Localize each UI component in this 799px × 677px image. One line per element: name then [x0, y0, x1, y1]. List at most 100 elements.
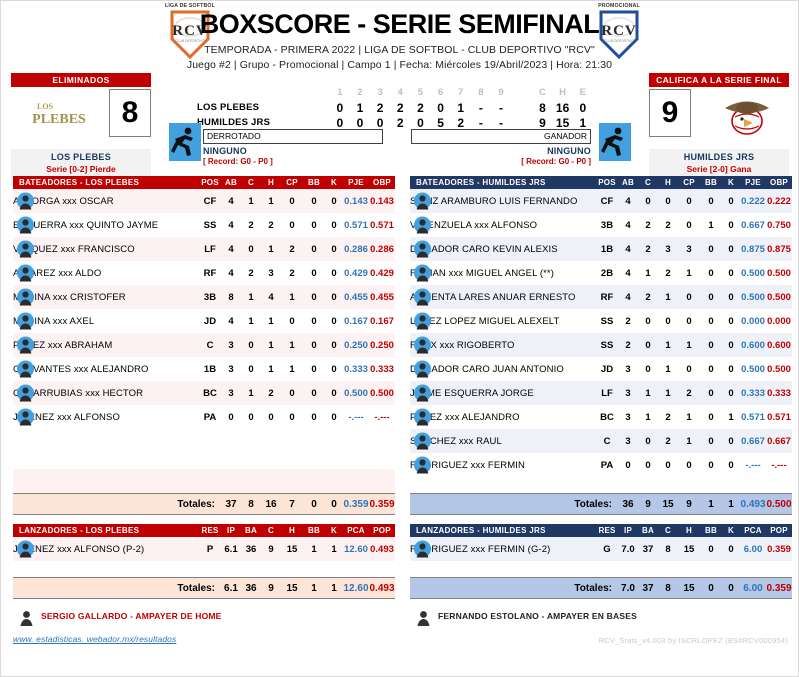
table-row[interactable]: COVARRUBIAS xxx HECTOR BC 3 1 2 0 0 0 0.500 0.500 — [13, 381, 395, 405]
batter-obp: 0.500 — [766, 357, 792, 381]
batter-k: 0 — [325, 405, 343, 429]
batter-bb: 0 — [303, 285, 325, 309]
batter-name: DORADOR CARO KEVIN ALEXIS — [410, 237, 596, 261]
col-ab-r: AB — [618, 176, 638, 189]
batter-pje: 0.500 — [343, 381, 369, 405]
batter-h: 0 — [658, 309, 678, 333]
batter-name: JIMENEZ xxx ALFONSO — [13, 405, 199, 429]
table-row[interactable]: DORADOR CARO JUAN ANTONIO JD 3 0 1 0 0 0 0.500 0.… — [410, 357, 792, 381]
batter-cp: 3 — [678, 237, 700, 261]
home-status-badge: CALIFICA A LA SERIE FINAL — [649, 73, 789, 87]
col-pos-r: POS — [596, 176, 618, 189]
pitcher-ba: 36 — [241, 537, 261, 561]
batter-ab: 2 — [618, 309, 638, 333]
table-row[interactable]: JIMENEZ xxx ALFONSO PA 0 0 0 0 0 0 -.--- -.--- — [13, 405, 395, 429]
col-ba-r: BA — [638, 524, 658, 537]
linescore-header-blank — [197, 85, 330, 100]
table-row[interactable]: JIMENEZ xxx ALFONSO (P-2) P 6.1 36 9 15 1 1 12.6… — [13, 537, 395, 561]
col-cp: CP — [281, 176, 303, 189]
batter-bb: 0 — [700, 357, 722, 381]
batter-pje: 0.250 — [343, 333, 369, 357]
col-k-r: K — [722, 176, 740, 189]
left-pitchers-title: LANZADORES - LOS PLEBES — [13, 524, 199, 537]
right-ptotal-pca: 6.00 — [740, 577, 766, 599]
home-team-footer: HUMILDES JRS Serie [2-0] Gana — [649, 149, 789, 178]
player-avatar-icon — [17, 408, 34, 426]
table-row[interactable]: MEDINA xxx AXEL JD 4 1 1 0 0 0 0.167 0.167 — [13, 309, 395, 333]
batter-pje: 0.222 — [740, 189, 766, 213]
batter-cp: 1 — [678, 429, 700, 453]
table-row[interactable]: FELIX xxx RIGOBERTO SS 2 0 1 1 0 0 0.600 0.600 — [410, 333, 792, 357]
left-ptotal-pop: 0.493 — [369, 577, 395, 599]
table-row[interactable]: RODRIGUEZ xxx FERMIN (G-2) G 7.0 37 8 15 0 0 6.0… — [410, 537, 792, 561]
away-inning-8: - — [478, 100, 483, 115]
batter-obp: -.--- — [766, 453, 792, 477]
batter-h: 1 — [261, 237, 281, 261]
table-row[interactable]: VAZQUEZ xxx FRANCISCO LF 4 0 1 2 0 0 0.286 0.286 — [13, 237, 395, 261]
batter-bb: 0 — [700, 333, 722, 357]
col-ba: BA — [241, 524, 261, 537]
table-row[interactable]: ARMENTA LARES ANUAR ERNESTO RF 4 2 1 0 0 0 0.500… — [410, 285, 792, 309]
batter-cp: 1 — [678, 333, 700, 357]
table-filler-row — [410, 561, 792, 578]
player-avatar-icon — [17, 336, 34, 354]
table-row[interactable]: CERVANTES xxx ALEJANDRO 1B 3 0 1 1 0 0 0.333 0.33… — [13, 357, 395, 381]
player-avatar-icon — [414, 312, 431, 330]
batter-h: 1 — [261, 309, 281, 333]
table-row[interactable]: JAYME ESQUERRA JORGE LF 3 1 1 2 0 0 0.333 0.333 — [410, 381, 792, 405]
batter-name: ASTORGA xxx OSCAR — [13, 189, 199, 213]
batter-name: RODRIGUEZ xxx FERMIN — [410, 453, 596, 477]
pitcher-k: 1 — [325, 537, 343, 561]
batter-cp: 0 — [678, 357, 700, 381]
batter-pje: 0.571 — [740, 405, 766, 429]
right-batters-body: SAINZ ARAMBURO LUIS FERNANDO CF 4 0 0 0 0 0 0.22… — [410, 189, 792, 494]
table-row[interactable]: PEREZ xxx ABRAHAM C 3 0 1 1 0 0 0.250 0.250 — [13, 333, 395, 357]
results-link[interactable]: www. estadisticas. webador.mx/resultados — [13, 634, 177, 644]
batter-pos: SS — [596, 309, 618, 333]
home-inning-5: 0 — [417, 115, 424, 130]
table-row[interactable]: ASTORGA xxx OSCAR CF 4 1 1 0 0 0 0.143 0.143 — [13, 189, 395, 213]
table-row[interactable]: ROMAN xxx MIGUEL ANGEL (**) 2B 4 1 2 1 0 0 0.500… — [410, 261, 792, 285]
batter-c: 2 — [241, 213, 261, 237]
batter-ab: 4 — [221, 189, 241, 213]
table-row[interactable]: ALVAREZ xxx ALDO RF 4 2 3 2 0 0 0.429 0.429 — [13, 261, 395, 285]
batter-bb: 0 — [303, 213, 325, 237]
batter-pos: SS — [596, 333, 618, 357]
batter-pos: BC — [596, 405, 618, 429]
pitcher-name: RODRIGUEZ xxx FERMIN (G-2) — [410, 537, 596, 561]
table-row[interactable]: SAINZ ARAMBURO LUIS FERNANDO CF 4 0 0 0 0 0 0.22… — [410, 189, 792, 213]
right-pitchers-body: RODRIGUEZ xxx FERMIN (G-2) G 7.0 37 8 15 0 0 6.0… — [410, 537, 792, 578]
batter-ab: 3 — [221, 333, 241, 357]
table-row[interactable]: ESQUERRA xxx QUINTO JAYME SS 4 2 2 0 0 0 0.571 0.… — [13, 213, 395, 237]
left-pitchers-totals-row: Totales: 6.1 36 9 15 1 1 12.60 0.493 — [13, 577, 395, 599]
batter-cp: 2 — [281, 237, 303, 261]
table-row[interactable]: MEDINA xxx CRISTOFER 3B 8 1 4 1 0 0 0.455 0.455 — [13, 285, 395, 309]
left-pitchers-header-row: LANZADORES - LOS PLEBES RES IP BA C H BB… — [13, 524, 395, 537]
batter-k: 0 — [325, 333, 343, 357]
batter-obp: 0.167 — [369, 309, 395, 333]
batter-obp: 0.429 — [369, 261, 395, 285]
batter-h: 2 — [658, 405, 678, 429]
batter-cp: 0 — [678, 189, 700, 213]
batter-pos: 3B — [596, 213, 618, 237]
home-team-name: HUMILDES JRS — [683, 152, 755, 162]
batter-cp: 1 — [281, 285, 303, 309]
left-batters-table: BATEADORES - LOS PLEBES POS AB C H CP BB… — [13, 176, 395, 515]
table-row[interactable]: VALENZUELA xxx ALFONSO 3B 4 2 2 0 1 0 0.667 0.750 — [410, 213, 792, 237]
table-row[interactable]: DORADOR CARO KEVIN ALEXIS 1B 4 2 3 3 0 0 0.875 0.… — [410, 237, 792, 261]
home-inning-7: 2 — [457, 115, 465, 130]
batter-pos: JD — [199, 309, 221, 333]
table-row[interactable]: LOPEZ LOPEZ MIGUEL ALEXELT SS 2 0 0 0 0 0 0.000 0… — [410, 309, 792, 333]
left-ptotal-k: 1 — [325, 577, 343, 599]
batter-h: 1 — [261, 357, 281, 381]
table-row[interactable]: SANCHEZ xxx RAUL C 3 0 2 1 0 0 0.667 0.667 — [410, 429, 792, 453]
table-row[interactable]: PEREZ xxx ALEJANDRO BC 3 1 2 1 0 1 0.571 0.571 — [410, 405, 792, 429]
inning-header-1: 1 — [337, 87, 343, 98]
batter-k: 1 — [722, 405, 740, 429]
linescore: 1 2 3 4 5 6 7 8 9 C H E — [197, 85, 593, 130]
table-row[interactable]: RODRIGUEZ xxx FERMIN PA 0 0 0 0 0 0 -.--- -.--- — [410, 453, 792, 477]
right-batters-totals-label: Totales: — [410, 493, 618, 515]
logo-caption-left: LIGA DE SOFTBOL — [164, 3, 216, 9]
away-inning-1: 0 — [336, 100, 344, 115]
player-avatar-icon — [17, 264, 34, 282]
